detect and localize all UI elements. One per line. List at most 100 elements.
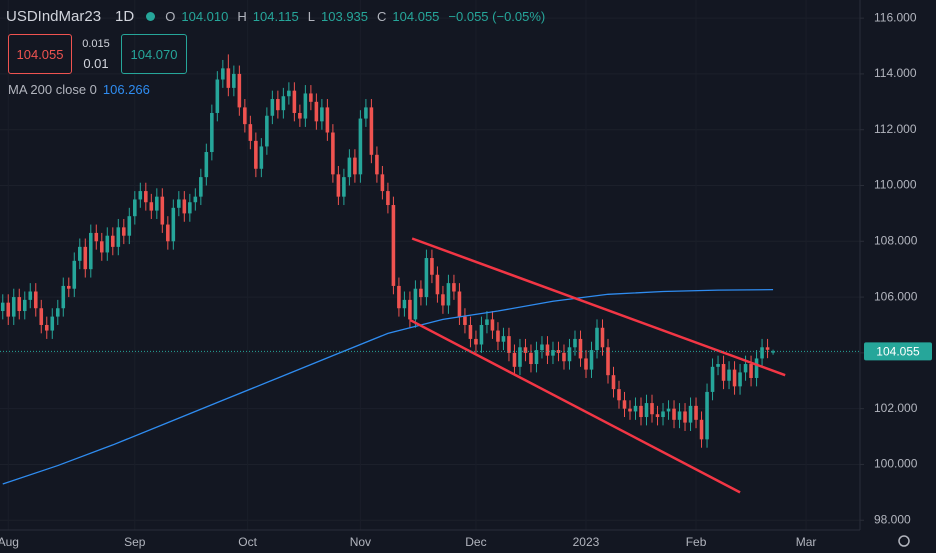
candle-body (721, 364, 726, 381)
candle-body (628, 408, 632, 412)
candle-body (562, 352, 566, 362)
candle-body (463, 316, 467, 325)
x-tick-label: 2023 (573, 535, 600, 549)
candle-body (479, 324, 484, 345)
candle-body (347, 157, 352, 178)
last-price-box (864, 342, 932, 361)
x-tick-label: Mar (796, 535, 817, 549)
trendline (409, 318, 741, 494)
candle-body (633, 405, 638, 412)
candle-body (336, 174, 341, 197)
x-tick-label: Oct (238, 535, 257, 549)
candle-body (155, 196, 159, 211)
candle-body (573, 338, 577, 348)
candle-body (727, 369, 731, 381)
y-tick-label: 102.000 (874, 401, 918, 415)
candle-body (771, 351, 775, 353)
y-tick-label: 98.000 (874, 512, 911, 526)
candle-body (144, 191, 148, 203)
buy-button[interactable]: 104.070 (121, 34, 187, 74)
candle-body (265, 115, 269, 147)
candle-body (710, 366, 715, 392)
candle-body (331, 132, 335, 175)
last-price-label: 104.055 (876, 345, 920, 359)
candle-body (765, 347, 770, 350)
candle-body (446, 283, 451, 306)
candle-body (50, 316, 55, 331)
candle-body (545, 344, 550, 356)
candle-body (166, 224, 170, 242)
candle-body (699, 419, 704, 440)
x-tick-label: Sep (124, 535, 146, 549)
candle-body (72, 260, 77, 289)
ohlc-key: H (237, 9, 247, 24)
candle-body (589, 350, 594, 370)
candle-body (325, 107, 330, 133)
candle-body (221, 68, 225, 80)
candle-body (210, 112, 214, 153)
spread-bottom: 0.01 (83, 56, 109, 71)
candle-body (204, 152, 209, 178)
ohlc-value: 104.010 (181, 9, 229, 24)
candle-body (501, 336, 506, 342)
candle-body (567, 347, 572, 362)
candle-body (666, 408, 671, 412)
candle-body (452, 283, 456, 292)
candle-body (193, 196, 198, 203)
y-tick-label: 116.000 (874, 10, 917, 24)
candle-body (584, 358, 588, 370)
candle-body (243, 107, 247, 125)
candle-body (171, 207, 176, 242)
trendline (411, 237, 786, 377)
candle-body (683, 411, 687, 423)
candle-body (61, 285, 66, 309)
candle-body (6, 302, 11, 317)
gear[interactable] (898, 535, 910, 547)
candle-body (760, 347, 764, 359)
ma-legend: MA 200 close 0 106.266 (8, 82, 150, 97)
y-tick-label: 112.000 (874, 122, 917, 136)
x-tick-label: Dec (465, 535, 486, 549)
candle-body (237, 73, 242, 108)
candle-body (0, 302, 5, 312)
candle-body (672, 408, 676, 420)
candle-body (122, 227, 126, 236)
candle-body (215, 79, 220, 113)
candle-body (413, 288, 418, 320)
spread: 0.015 0.01 (76, 34, 116, 74)
candle-body (490, 319, 495, 331)
sell-button[interactable]: 104.055 (8, 34, 72, 74)
candle-body (435, 274, 440, 295)
settings-icon[interactable] (898, 535, 910, 547)
candle-body (474, 338, 478, 345)
y-tick-label: 108.000 (874, 233, 918, 247)
candle-body (468, 324, 473, 339)
candle-body (732, 369, 737, 387)
candle-body (353, 157, 357, 175)
candle-body (408, 299, 412, 320)
candle-body (28, 291, 33, 300)
ohlc-key: C (377, 9, 387, 24)
x-tick-label: Aug (0, 535, 19, 549)
candle-body (441, 294, 445, 306)
candle-body (94, 232, 99, 242)
candle-body (600, 327, 605, 348)
candle-body (694, 405, 698, 420)
symbol[interactable]: USDIndMar23 (6, 8, 102, 25)
candle-body (199, 177, 203, 197)
candle-body (551, 350, 555, 356)
candle-body (419, 288, 423, 298)
y-tick-label: 106.000 (874, 289, 918, 303)
spread-top: 0.015 (82, 38, 110, 50)
candle-body (182, 199, 187, 214)
candle-body (66, 285, 71, 289)
candle-body (661, 411, 665, 418)
interval[interactable]: 1D (115, 8, 135, 25)
candle-body (88, 232, 93, 270)
candle-body (716, 364, 720, 367)
candle-body (127, 216, 132, 236)
candle-body (386, 191, 390, 206)
